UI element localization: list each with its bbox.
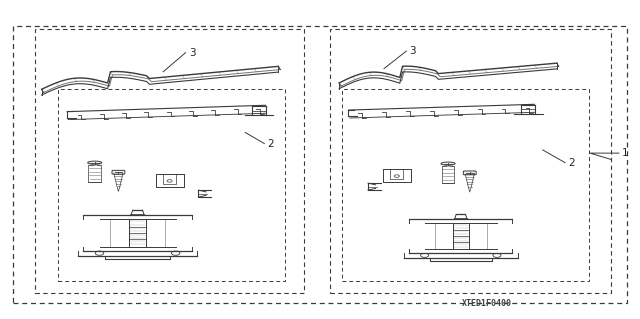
FancyBboxPatch shape (463, 171, 476, 175)
Ellipse shape (88, 161, 102, 164)
Bar (330, 29, 611, 293)
Text: 3: 3 (410, 46, 416, 56)
Text: XTED1F0400: XTED1F0400 (461, 299, 511, 308)
FancyBboxPatch shape (112, 170, 125, 174)
Text: 2: 2 (568, 158, 575, 168)
Bar (342, 89, 589, 281)
Ellipse shape (441, 162, 455, 165)
Bar (13, 26, 627, 303)
Text: 2: 2 (268, 138, 274, 149)
Text: 1: 1 (622, 148, 628, 158)
Bar (58, 89, 285, 281)
Text: 3: 3 (189, 48, 195, 58)
Bar (35, 29, 304, 293)
